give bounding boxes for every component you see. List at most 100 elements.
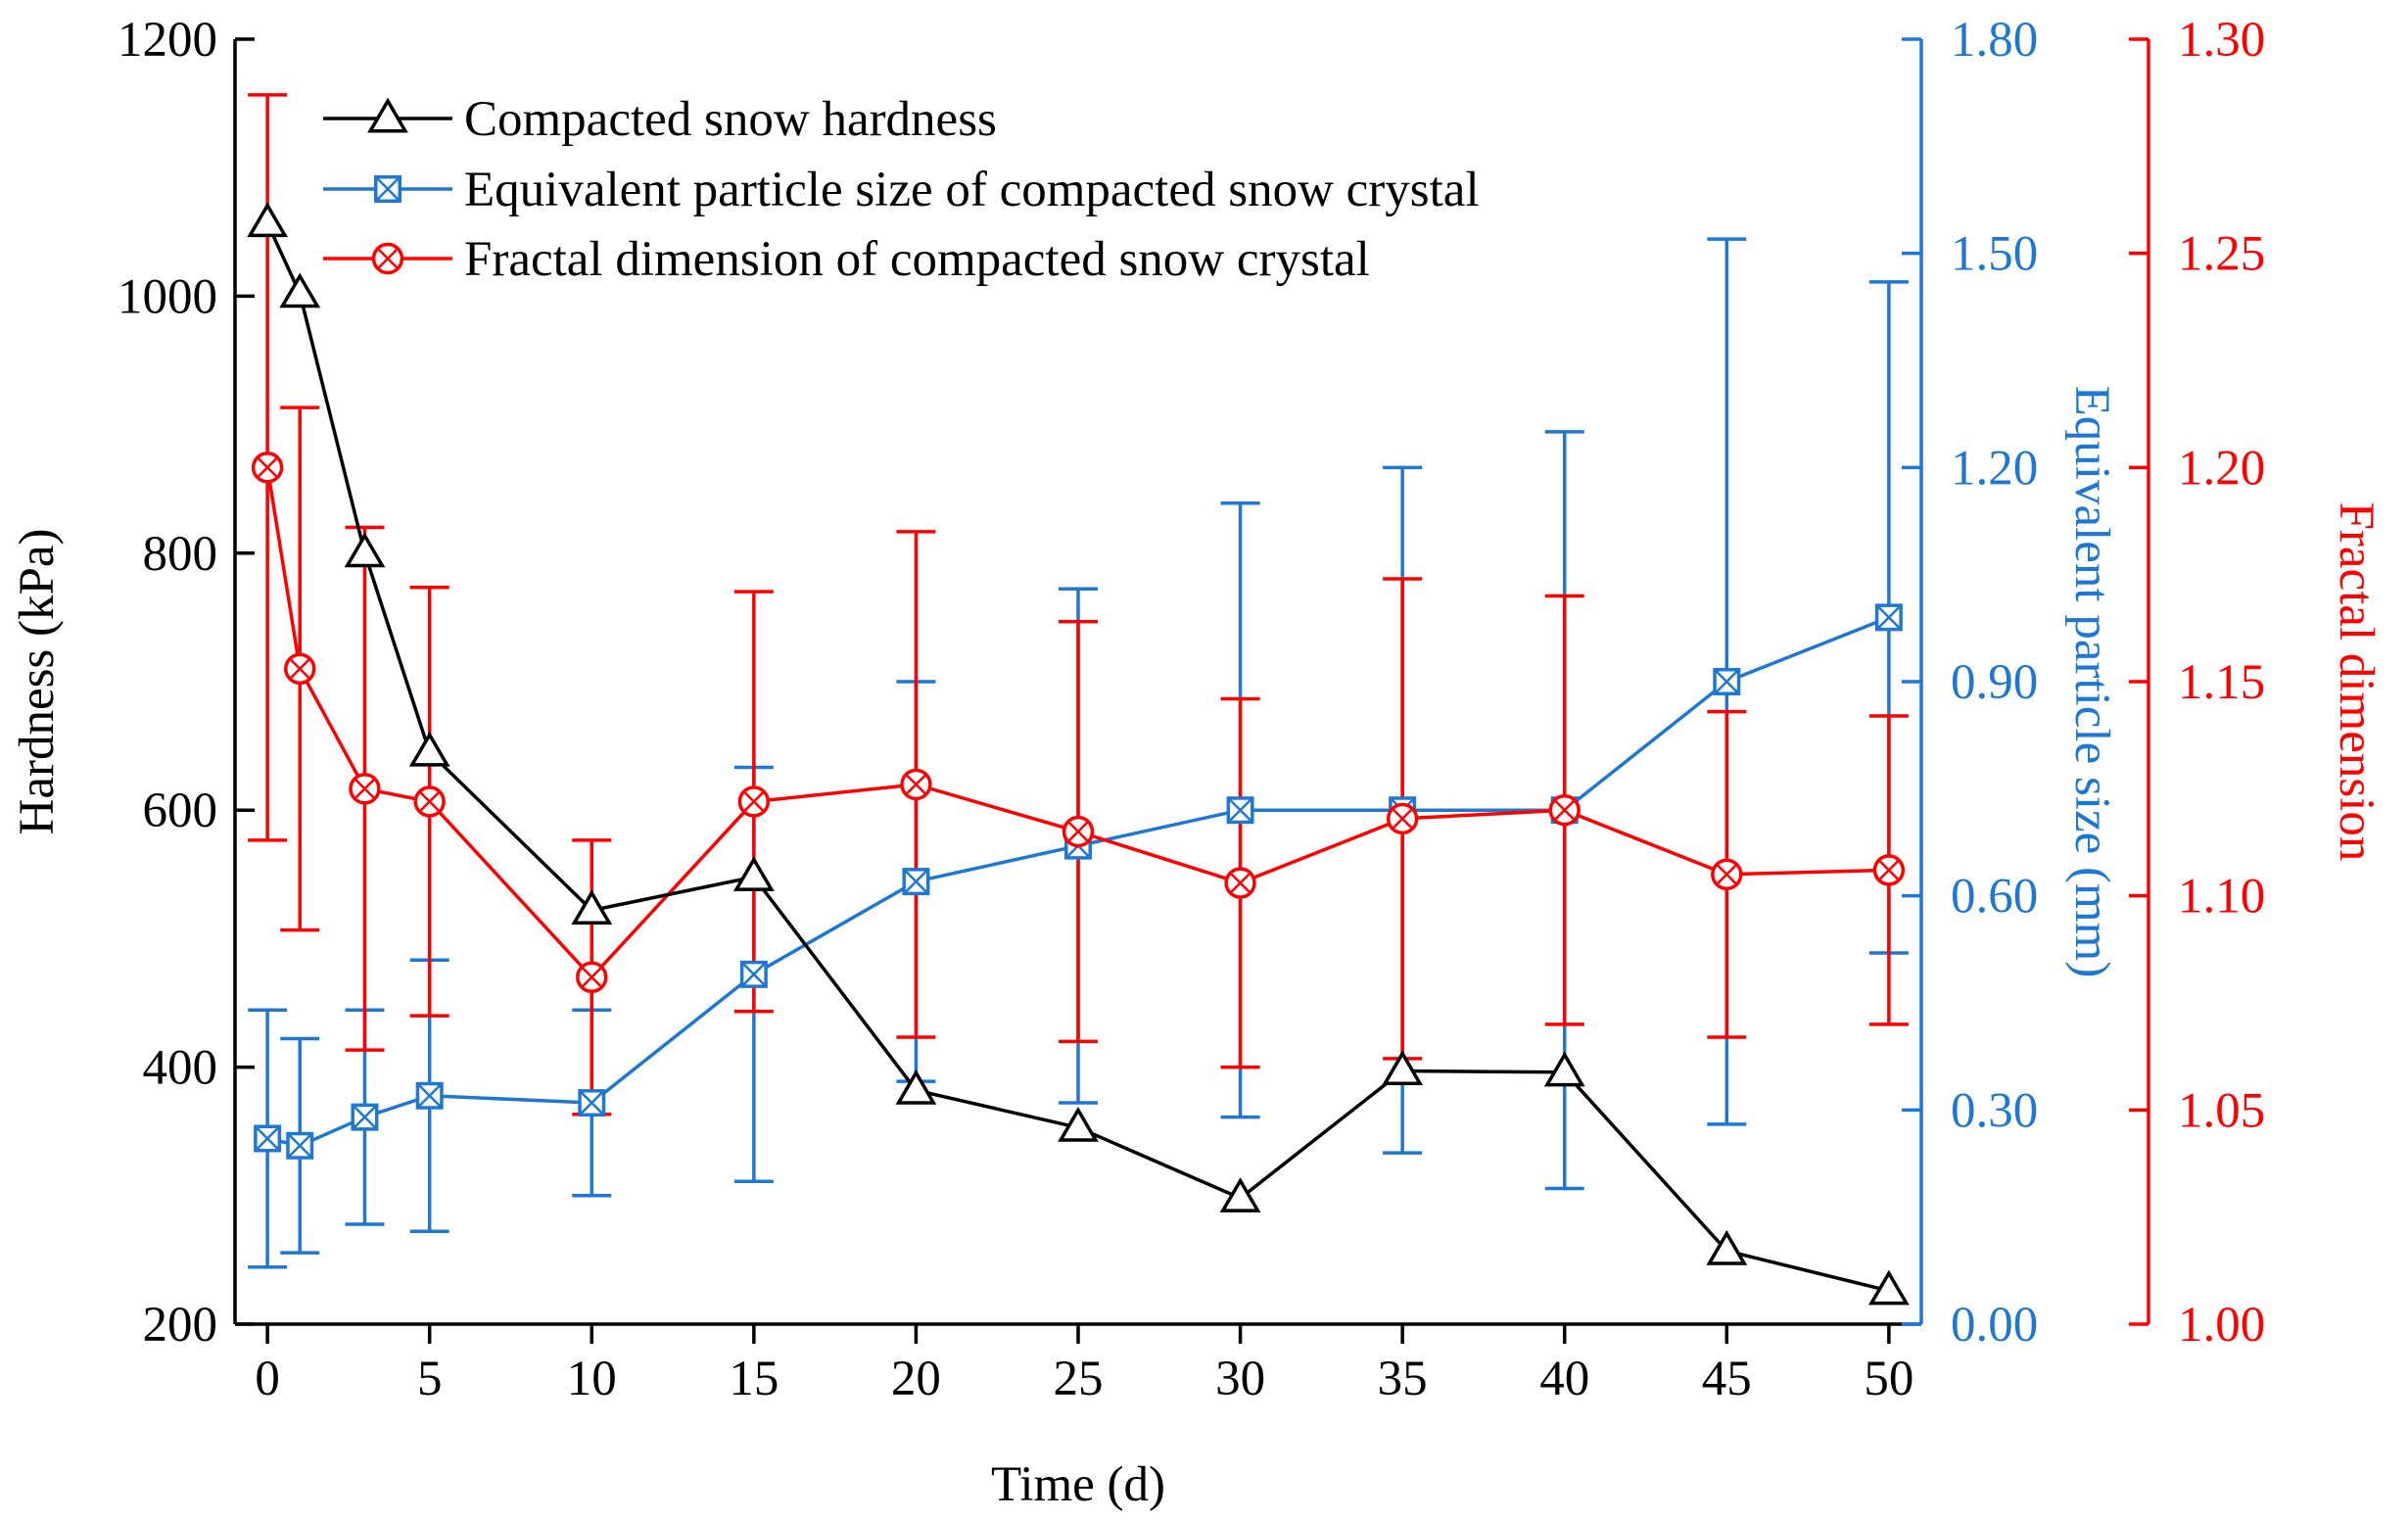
marker-cross (1553, 799, 1576, 822)
marker-cross (1875, 604, 1903, 631)
particle-tick-label: 1.50 (1951, 227, 2038, 282)
marker-cross (354, 778, 376, 800)
x-axis-title: Time (d) (991, 1457, 1165, 1512)
hardness-tick-label: 1200 (118, 13, 217, 68)
hardness-tick-label: 400 (143, 1041, 218, 1096)
marker-cross (418, 790, 441, 813)
hardness-point (279, 272, 321, 309)
marker-cross (903, 868, 929, 895)
marker-triangle (1543, 1051, 1585, 1087)
legend-marker-shape (367, 97, 408, 133)
fractal-point (1872, 854, 1906, 886)
fractal-tick-label: 1.10 (2178, 870, 2265, 925)
marker-cross (742, 790, 765, 813)
hardness-point (1543, 1051, 1585, 1087)
marker-cross (1877, 859, 1900, 881)
fractal-tick-label: 1.25 (2178, 227, 2265, 282)
legend-marker-fractal (371, 242, 404, 275)
marker-cross (1227, 797, 1253, 824)
particle-point (286, 1131, 314, 1160)
marker-triangle (367, 97, 408, 133)
particle-tick-label: 0.00 (1951, 1298, 2038, 1353)
marker-cross (289, 657, 311, 680)
x-tick-label-10: 10 (567, 1352, 617, 1406)
axes-group: 0 5 10 15 20 25 30 35 40 45 50 200 400 600 800 1000 1200… (118, 13, 2265, 1406)
particle-tick-label: 0.90 (1951, 655, 2038, 710)
marker-cross (1716, 863, 1738, 885)
hardness-point (247, 202, 289, 238)
hardness-point (1382, 1050, 1424, 1086)
marker-cross (579, 1089, 605, 1117)
marker-triangle (895, 1069, 937, 1105)
fractal-point (900, 768, 932, 801)
series-group (247, 202, 1910, 1306)
x-tick-label-35: 35 (1378, 1352, 1428, 1406)
fractal-point (1224, 867, 1256, 899)
particle-point (415, 1081, 444, 1110)
hardness-tick-label: 600 (143, 784, 218, 838)
x-tick-label-40: 40 (1539, 1352, 1589, 1406)
marker-cross (257, 456, 279, 479)
hardness-point (1867, 1269, 1910, 1306)
x-tick-label-0: 0 (255, 1352, 280, 1406)
marker-cross (905, 773, 927, 796)
marker-triangle (247, 202, 289, 238)
marker-cross (1714, 668, 1740, 695)
x-tick-label-20: 20 (891, 1352, 941, 1406)
marker-triangle (1382, 1050, 1424, 1086)
legend-label-hardness: Compacted snow hardness (464, 92, 997, 147)
hardness-point (1219, 1177, 1261, 1212)
marker-triangle (1219, 1177, 1261, 1212)
legend-label-particle: Equivalent particle size of compacted sn… (464, 163, 1480, 217)
marker-triangle (732, 856, 775, 891)
fractal-point (576, 961, 608, 993)
y-axis-title-particle-size: Equivalent particle size (mm) (2064, 386, 2119, 978)
particle-tick-label: 1.80 (1951, 13, 2038, 68)
hardness-point (732, 856, 775, 891)
marker-cross (740, 961, 767, 987)
particle-tick-label: 0.60 (1951, 870, 2038, 925)
fractal-point (349, 773, 381, 805)
hardness-point (408, 731, 450, 767)
particle-point (578, 1089, 606, 1117)
fractal-point (1548, 794, 1581, 827)
marker-triangle (408, 731, 450, 767)
marker-cross (352, 1104, 378, 1130)
x-tick-label-45: 45 (1702, 1352, 1752, 1406)
hardness-point (1058, 1106, 1099, 1142)
x-tick-label-25: 25 (1054, 1352, 1104, 1406)
fractal-tick-label: 1.15 (2178, 655, 2265, 710)
hardness-tick-label: 1000 (118, 269, 217, 324)
hardness-point (895, 1069, 937, 1105)
marker-cross (254, 1125, 281, 1152)
marker-cross (1392, 807, 1414, 831)
x-tick-label-5: 5 (417, 1352, 443, 1406)
marker-cross (1229, 872, 1251, 894)
fractal-tick-label: 1.05 (2178, 1083, 2265, 1138)
marker-cross (287, 1132, 313, 1159)
legend-label-fractal: Fractal dimension of compacted snow crys… (464, 232, 1370, 287)
particle-point (1226, 796, 1254, 825)
particle-point (1713, 668, 1741, 695)
marker-triangle (344, 532, 386, 568)
marker-cross (374, 175, 401, 203)
legend-marker-shape (371, 242, 404, 275)
particle-tick-label: 1.20 (1951, 441, 2038, 496)
fractal-tick-label: 1.00 (2178, 1298, 2265, 1353)
marker-triangle (1706, 1229, 1748, 1265)
marker-triangle (571, 889, 613, 926)
particle-tick-label: 0.30 (1951, 1083, 2038, 1138)
fractal-point (737, 785, 771, 818)
x-tick-label-30: 30 (1215, 1352, 1265, 1406)
particle-point (739, 960, 768, 988)
fractal-point (1386, 802, 1419, 835)
particle-point (1874, 603, 1903, 632)
hardness-point (344, 532, 386, 568)
fractal-point (284, 652, 316, 686)
fractal-point (413, 785, 446, 818)
legend-marker-hardness (367, 97, 408, 133)
hardness-tick-label: 800 (143, 527, 218, 582)
legend-marker-shape (374, 175, 401, 203)
